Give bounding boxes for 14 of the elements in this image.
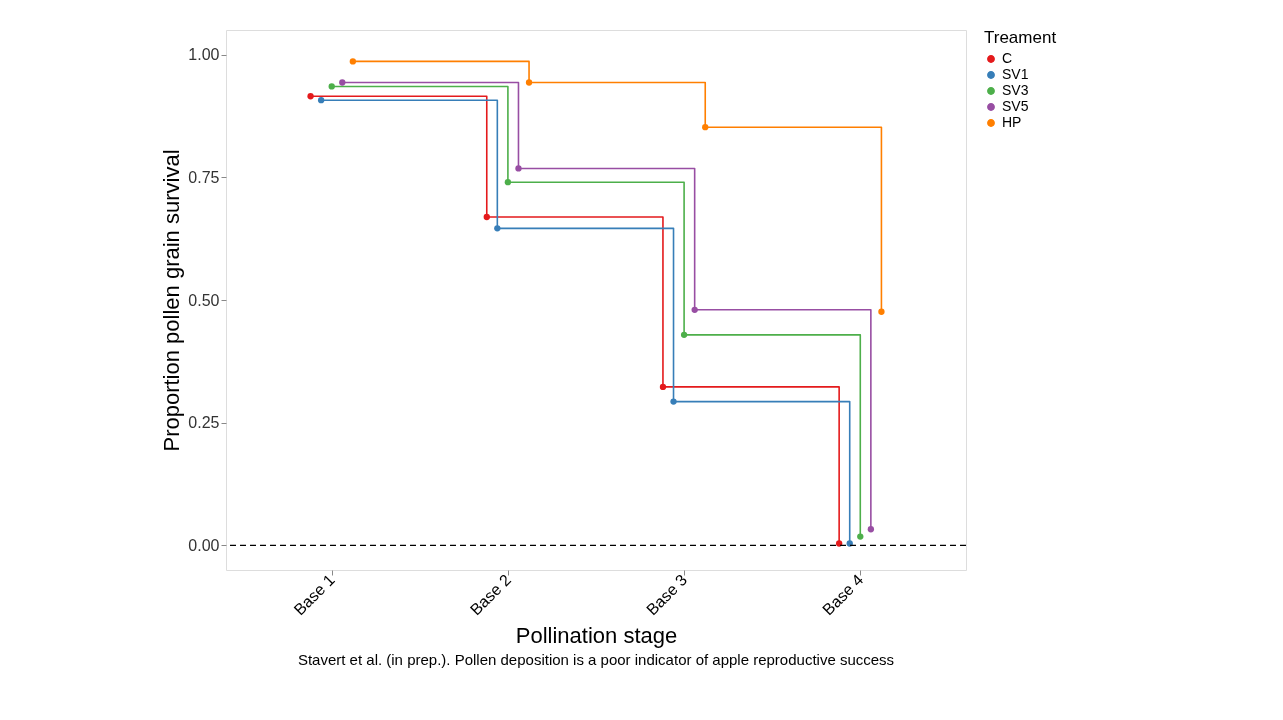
legend-label: HP: [1002, 114, 1022, 130]
legend-label: C: [1002, 50, 1013, 66]
legend-title: Treament: [984, 28, 1057, 47]
text: Stavert et al. (in prep.). Pollen deposition is a poor indicator of apple reproductive success: [297, 650, 895, 668]
y-axis-title: Proportion pollen grain survival: [159, 149, 185, 452]
legend-label: SV5: [1002, 98, 1029, 114]
x-axis-title: Pollination stage: [515, 623, 678, 649]
y-tick-label: 0.25: [188, 414, 220, 432]
y-tick-label: 0.75: [188, 168, 220, 186]
y-tick-label: 0.00: [188, 536, 220, 554]
legend-label: SV1: [1002, 66, 1029, 82]
y-tick-label: 1.00: [188, 46, 220, 64]
y-tick-label: 0.50: [188, 291, 220, 309]
legend-label: SV3: [1002, 82, 1029, 98]
